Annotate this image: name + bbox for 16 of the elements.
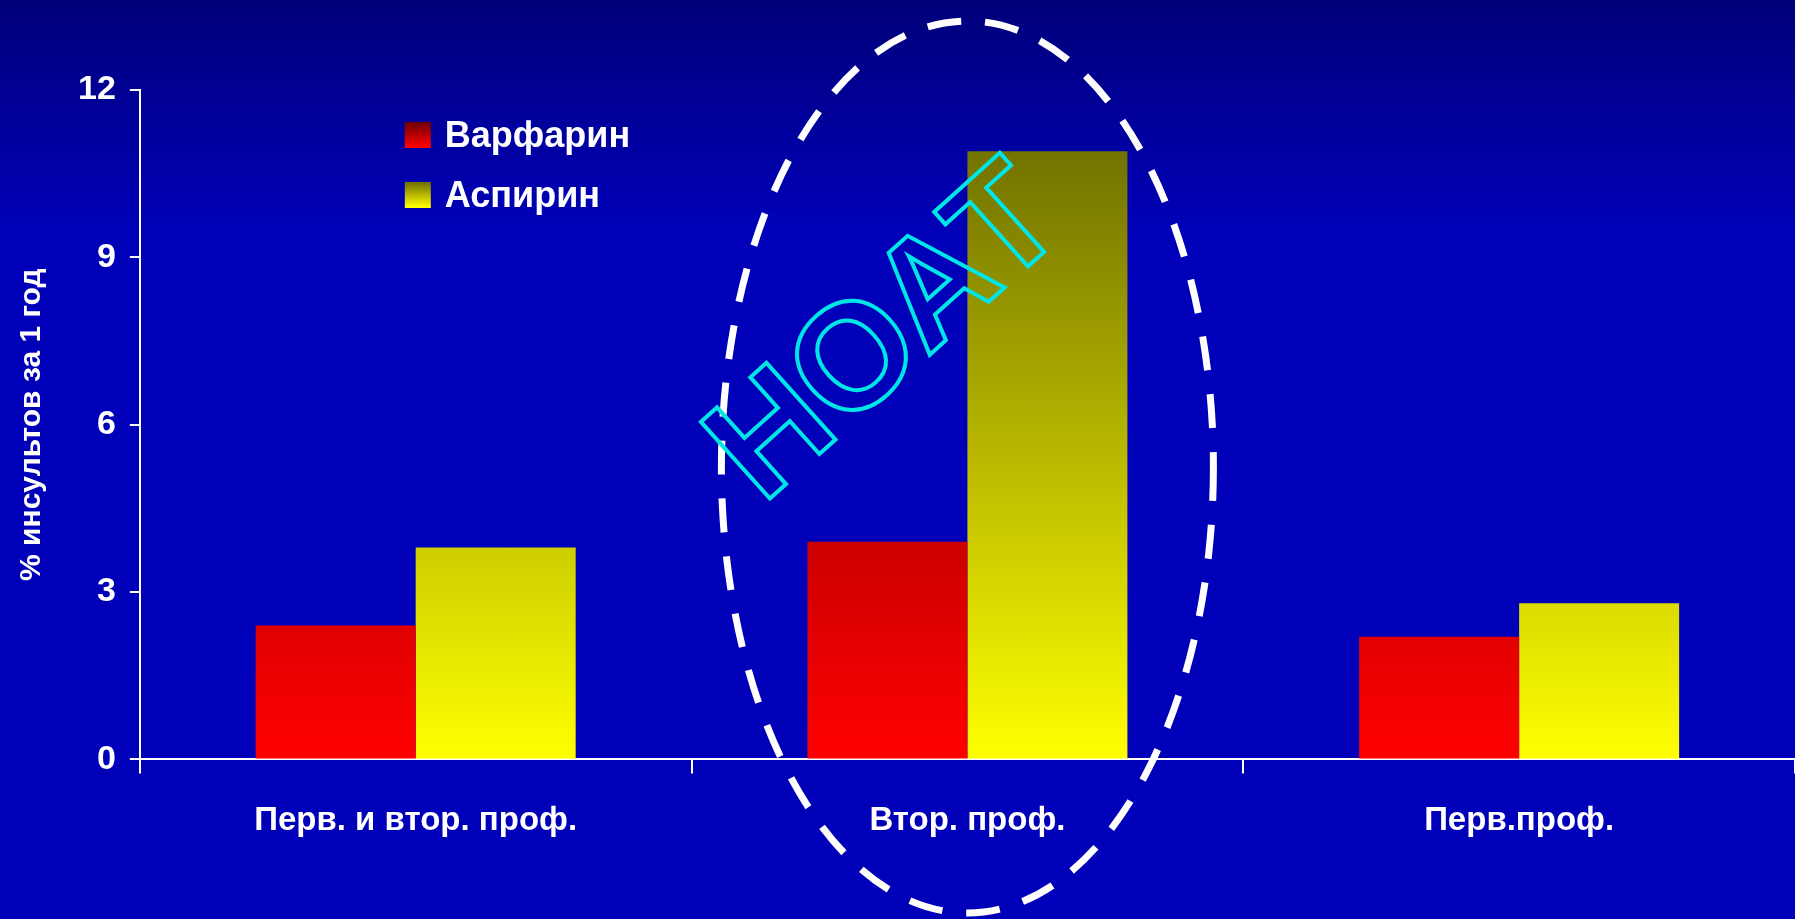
y-tick-label: 12 <box>77 68 116 107</box>
y-tick-label: 0 <box>96 737 116 776</box>
y-tick-label: 9 <box>96 235 116 274</box>
x-tick-label: Перв.проф. <box>1424 800 1615 838</box>
bar <box>1359 636 1520 759</box>
x-tick-label: Перв. и втор. проф. <box>254 800 578 838</box>
legend-label: Варфарин <box>444 113 631 155</box>
y-axis-title: % инсультов за 1 год <box>13 268 47 581</box>
x-tick-label: Втор. проф. <box>869 800 1066 838</box>
legend-label: Аспирин <box>444 173 601 215</box>
bar <box>1519 603 1680 759</box>
y-tick-label: 6 <box>96 403 116 442</box>
y-tick-label: 3 <box>96 570 116 609</box>
bar <box>415 547 576 759</box>
bar <box>807 541 968 759</box>
bar <box>255 625 416 759</box>
